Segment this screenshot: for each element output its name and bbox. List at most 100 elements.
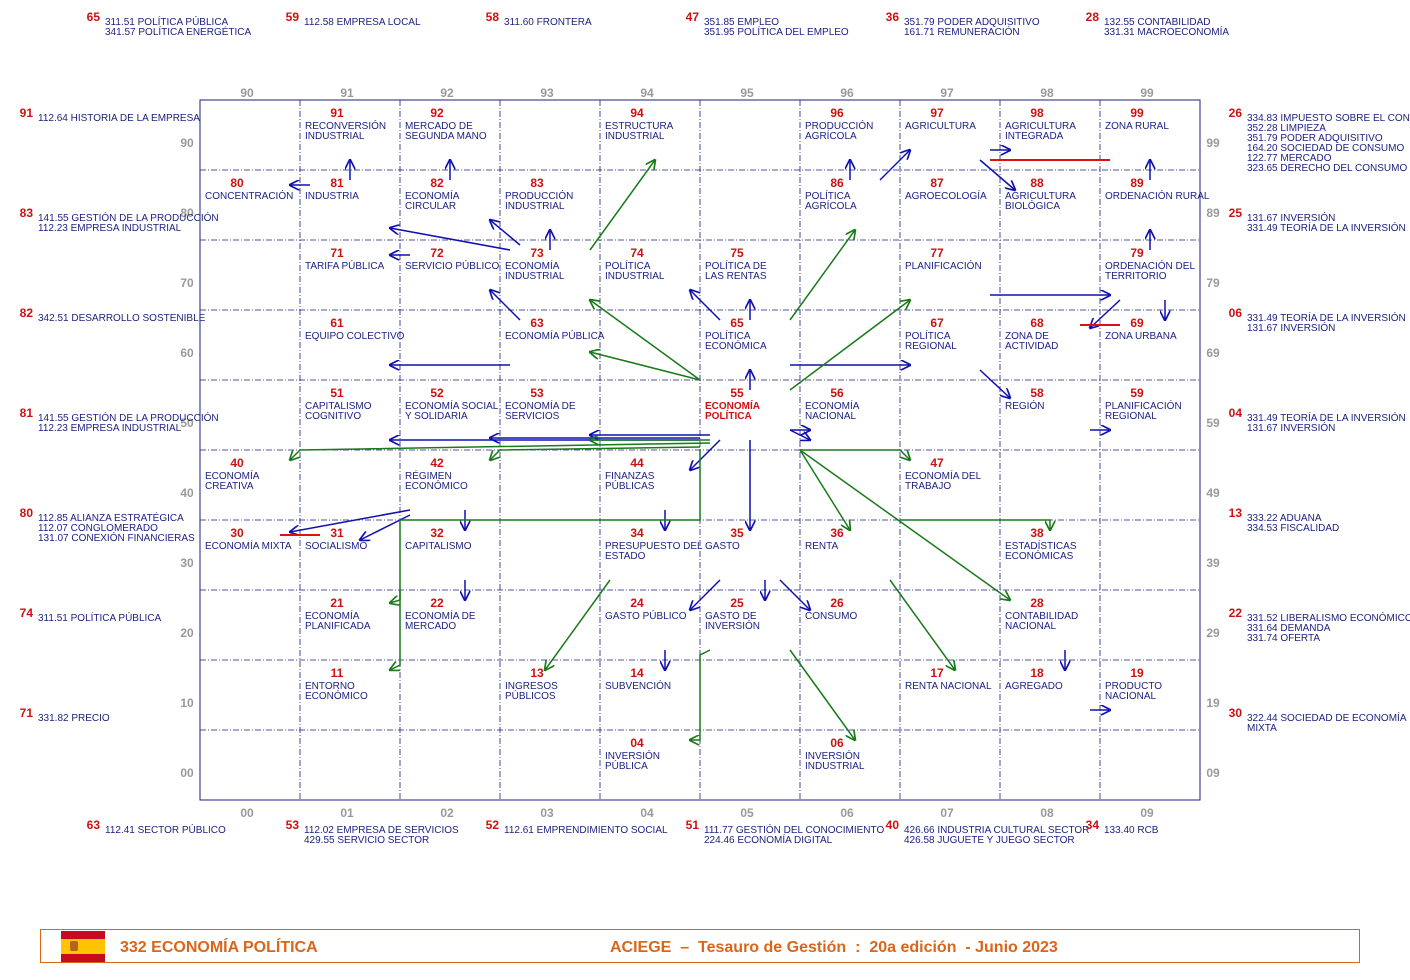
term-label: ECONOMÍA — [705, 399, 760, 412]
term-label: ECONOMÍA — [405, 189, 460, 202]
ref-code: 26 — [1229, 106, 1243, 120]
ref-label: 426.66 INDUSTRIA CULTURAL SECTOR — [904, 825, 1089, 836]
term-code: 75 — [730, 246, 744, 260]
ref-top: 58 311.60 FRONTERA — [486, 10, 592, 28]
ref-code: 36 — [886, 10, 900, 24]
term-label: ESTADO — [605, 551, 646, 562]
relation-arrow — [789, 300, 910, 391]
term-code: 94 — [630, 106, 644, 120]
term-label: TARIFA PÚBLICA — [305, 259, 385, 272]
relation-arrow — [490, 446, 701, 460]
ref-label: 331.49 TEORÍA DE LA INVERSIÓN — [1247, 221, 1406, 234]
axis-left-label: 20 — [180, 626, 194, 640]
term-code: 97 — [930, 106, 944, 120]
relation-arrow — [390, 450, 701, 603]
ref-code: 13 — [1229, 506, 1243, 520]
axis-top-label: 98 — [1040, 86, 1054, 100]
relation-arrow — [390, 228, 511, 251]
term-code: 35 — [730, 526, 744, 540]
ref-code: 51 — [686, 818, 700, 832]
term-code: 40 — [230, 456, 244, 470]
term-label: LAS RENTAS — [705, 271, 767, 282]
axis-left-label: 90 — [180, 136, 194, 150]
term-label: AGRÍCOLA — [805, 199, 857, 212]
ref-label: 331.49 TEORÍA DE LA INVERSIÓN — [1247, 411, 1406, 424]
ref-label: 131.67 INVERSIÓN — [1247, 211, 1335, 224]
ref-code: 82 — [20, 306, 34, 320]
term-label: ECONOMÍA PÚBLICA — [505, 329, 605, 342]
term-code: 44 — [630, 456, 644, 470]
term-label: ECONÓMICA — [705, 339, 767, 352]
ref-label: 351.95 POLÍTICA DEL EMPLEO — [704, 25, 849, 38]
relation-arrow — [490, 220, 521, 246]
term-code: 67 — [930, 316, 944, 330]
ref-code: 63 — [87, 818, 101, 832]
relation-arrow — [290, 509, 411, 532]
term-label: INDUSTRIAL — [805, 761, 865, 772]
term-label: INGRESOS — [505, 681, 558, 692]
relation-arrow — [900, 519, 1050, 530]
term-code: 61 — [330, 316, 344, 330]
axis-top-label: 92 — [440, 86, 454, 100]
term-label: AGRICULTURA — [1005, 191, 1076, 202]
term-label: INDUSTRIAL — [505, 201, 565, 212]
ref-label: 131.67 INVERSIÓN — [1247, 321, 1335, 334]
term-code: 32 — [430, 526, 444, 540]
term-label: Y SOLIDARIA — [405, 411, 468, 422]
term-code: 21 — [330, 596, 344, 610]
term-code: 31 — [330, 526, 344, 540]
ref-code: 47 — [686, 10, 700, 24]
term-label: ORDENACIÓN RURAL — [1105, 189, 1210, 202]
term-code: 69 — [1130, 316, 1144, 330]
axis-left-label: 10 — [180, 696, 194, 710]
term-code: 91 — [330, 106, 344, 120]
term-label: PRODUCTO — [1105, 681, 1162, 692]
relation-arrow — [800, 449, 910, 460]
axis-right-label: 79 — [1206, 276, 1220, 290]
ref-code: 40 — [886, 818, 900, 832]
axis-top-label: 94 — [640, 86, 654, 100]
relation-arrows — [280, 150, 1165, 740]
relation-arrow — [979, 369, 1010, 398]
term-label: REGIÓN — [1005, 399, 1044, 412]
term-label: TERRITORIO — [1105, 271, 1167, 282]
ref-left: 81 141.55 GESTIÓN DE LA PRODUCCIÓN112.23 … — [20, 406, 219, 434]
term-code: 19 — [1130, 666, 1144, 680]
axis-right-label: 39 — [1206, 556, 1220, 570]
term-code: 53 — [530, 386, 544, 400]
term-label: PLANIFICACIÓN — [1105, 399, 1182, 412]
ref-label: 131.07 CONEXIÓN FINANCIERAS — [38, 531, 195, 544]
ref-top: 59 112.58 EMPRESA LOCAL — [286, 10, 421, 28]
term-label: ECONOMÍA DE — [405, 609, 476, 622]
axis-top-label: 95 — [740, 86, 754, 100]
term-code: 83 — [530, 176, 544, 190]
axis-bottom-label: 00 — [240, 806, 254, 820]
ref-code: 81 — [20, 406, 34, 420]
ref-left: 74 311.51 POLÍTICA PÚBLICA — [20, 606, 162, 624]
axis-bottom-label: 06 — [840, 806, 854, 820]
relation-arrow — [590, 300, 701, 381]
term-label: RENTA — [805, 541, 838, 552]
term-code: 34 — [630, 526, 644, 540]
ref-label: 333.22 ADUANA — [1247, 513, 1322, 524]
term-label: AGRICULTURA — [905, 121, 976, 132]
